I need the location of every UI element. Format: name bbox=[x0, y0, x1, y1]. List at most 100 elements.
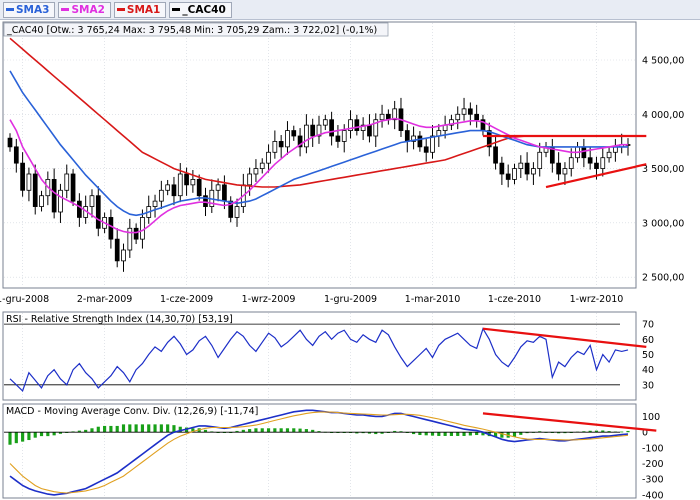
rsi-y-tick-label: 70 bbox=[642, 320, 654, 331]
price-pane bbox=[2, 21, 637, 289]
macd-histogram-bar bbox=[178, 426, 182, 433]
macd-histogram-bar bbox=[260, 428, 264, 433]
candle-body bbox=[524, 162, 530, 175]
macd-histogram-bar bbox=[235, 430, 239, 433]
candle-body bbox=[304, 124, 309, 148]
macd-histogram-bar bbox=[52, 432, 56, 436]
macd-histogram-bar bbox=[311, 429, 315, 433]
macd-histogram-bar bbox=[254, 428, 258, 433]
macd-histogram-bar bbox=[266, 428, 271, 433]
macd-histogram-bar bbox=[115, 425, 119, 433]
macd-histogram-bar bbox=[140, 424, 145, 433]
legend-item-sma3[interactable]: SMA3 bbox=[3, 1, 56, 18]
macd-histogram-bar bbox=[418, 432, 422, 436]
signal-line bbox=[9, 411, 629, 494]
macd-histogram-bar bbox=[582, 431, 586, 433]
candle-body bbox=[196, 179, 202, 197]
legend-item-sma2[interactable]: SMA2 bbox=[58, 1, 111, 18]
candle-body bbox=[58, 189, 63, 213]
macd-histogram-bar bbox=[620, 431, 624, 433]
candle-body bbox=[455, 113, 461, 121]
price-y-tick-label: 4 500,00 bbox=[642, 56, 684, 67]
candle-body bbox=[600, 157, 606, 169]
rsi-y-tick-label: 60 bbox=[642, 335, 654, 346]
candle-body bbox=[581, 146, 587, 159]
macd-histogram-bar bbox=[317, 431, 321, 433]
macd-histogram-bar bbox=[191, 428, 195, 433]
candle-body bbox=[531, 168, 536, 175]
price-pane-title: _CAC40 [Otw.: 3 765,24 Max: 3 795,48 Min… bbox=[6, 25, 377, 36]
macd-histogram-bar bbox=[626, 430, 630, 433]
macd-plot: 100 0 -100 -200 -300 -400 bbox=[4, 405, 664, 500]
candle-body bbox=[127, 227, 133, 251]
macd-histogram-bar bbox=[449, 432, 454, 436]
candle-body bbox=[310, 124, 316, 137]
candle-body bbox=[367, 124, 372, 137]
macd-histogram-bar bbox=[304, 429, 308, 433]
candle-body bbox=[392, 108, 398, 121]
candle-body bbox=[184, 173, 189, 186]
rsi-line bbox=[9, 327, 629, 392]
macd-y-tick-label: -400 bbox=[642, 490, 664, 500]
rsi-pane-title: RSI - Relative Strength Index (14,30,70)… bbox=[6, 314, 233, 325]
candle-body bbox=[7, 137, 13, 148]
candle-body bbox=[152, 200, 158, 207]
macd-histogram-bar bbox=[46, 432, 50, 437]
candle-body bbox=[335, 135, 341, 142]
macd-histogram-bar bbox=[424, 432, 428, 436]
macd-histogram-bar bbox=[27, 432, 31, 441]
rsi-y-tick-label: 50 bbox=[642, 350, 654, 361]
candle-body bbox=[568, 157, 574, 169]
sma3-line bbox=[9, 70, 628, 217]
legend-bar: SMA3 SMA2 SMA1 _CAC40 bbox=[0, 0, 700, 20]
candle-body bbox=[51, 179, 57, 213]
macd-histogram-bar bbox=[33, 432, 37, 438]
macd-histogram-bar bbox=[399, 431, 403, 433]
candle-body bbox=[259, 162, 265, 169]
candle-body bbox=[247, 173, 252, 186]
legend-item-sma1[interactable]: SMA1 bbox=[113, 1, 167, 18]
legend-item-cac40[interactable]: _CAC40 bbox=[169, 1, 232, 18]
candle-body bbox=[108, 217, 114, 240]
macd-histogram-bar bbox=[172, 425, 176, 433]
macd-histogram-bar bbox=[475, 432, 479, 436]
candle-body bbox=[537, 151, 543, 169]
candle-body bbox=[77, 200, 82, 218]
candle-body bbox=[20, 162, 25, 191]
candle-body bbox=[348, 119, 353, 131]
rsi-plot: 70 60 50 40 30 bbox=[4, 313, 654, 399]
macd-histogram-bar bbox=[153, 424, 157, 433]
candle-body bbox=[411, 135, 416, 142]
candle-body bbox=[177, 173, 183, 197]
macd-histogram-bar bbox=[500, 432, 504, 438]
macd-pane bbox=[2, 403, 637, 499]
candle-body bbox=[32, 173, 38, 207]
candle-body bbox=[253, 168, 259, 175]
price-plot: 4 500,00 4 000,00 3 500,00 3 000,00 2 500,00… bbox=[0, 23, 684, 305]
candle-body bbox=[430, 135, 435, 153]
macd-histogram-bar bbox=[248, 429, 252, 433]
macd-histogram-bar bbox=[203, 429, 208, 433]
macd-histogram-bar bbox=[462, 432, 466, 436]
candle-body bbox=[64, 173, 70, 191]
candle-body bbox=[518, 162, 524, 169]
macd-histogram-bar bbox=[90, 428, 94, 433]
rsi-trendline bbox=[482, 327, 647, 348]
price-y-tick-label: 3 000,00 bbox=[642, 218, 684, 229]
macd-histogram-bar bbox=[355, 432, 359, 434]
candle-body bbox=[512, 168, 517, 180]
candle-body bbox=[493, 146, 498, 164]
macd-histogram-bar bbox=[601, 430, 605, 433]
candle-body bbox=[373, 119, 379, 137]
candle-body bbox=[234, 206, 240, 218]
macd-histogram-bar bbox=[512, 432, 517, 437]
macd-histogram-bar bbox=[594, 430, 599, 433]
macd-histogram-bar bbox=[58, 432, 63, 434]
macd-histogram-bar bbox=[298, 428, 302, 433]
candle-body bbox=[467, 108, 473, 115]
candle-body bbox=[556, 162, 561, 175]
x-axis-date-label: 1-cze-2010 bbox=[488, 294, 541, 305]
candle-body bbox=[474, 113, 480, 121]
candle-body bbox=[272, 141, 278, 153]
